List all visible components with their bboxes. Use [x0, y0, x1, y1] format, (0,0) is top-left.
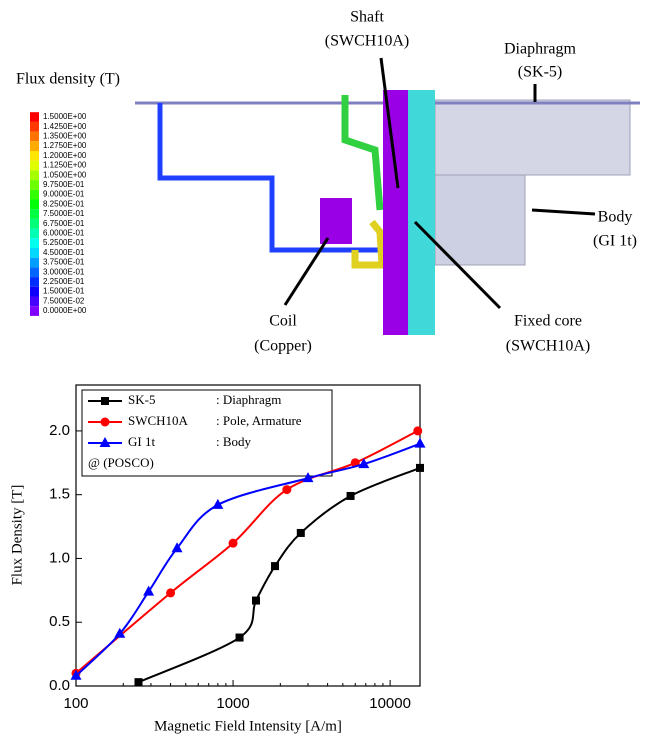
- colorbar-swatch: [30, 229, 39, 239]
- annotation: (SK-5): [518, 64, 562, 81]
- colorbar-label: 8.2500E-01: [43, 199, 85, 208]
- colorbar-swatch: [30, 180, 39, 190]
- colorbar-label: 9.7500E-01: [43, 180, 85, 189]
- annotation: (Copper): [254, 338, 312, 355]
- marker: [229, 539, 238, 548]
- marker: [101, 397, 109, 405]
- shaft: [383, 90, 408, 335]
- colorbar-label: 3.0000E-01: [43, 267, 85, 276]
- annotation: Diaphragm: [504, 41, 577, 58]
- colorbar-swatch: [30, 219, 39, 229]
- legend-note: @ (POSCO): [88, 455, 154, 470]
- marker: [101, 418, 110, 427]
- x-tick-label: 1000: [216, 695, 249, 712]
- marker: [252, 597, 260, 605]
- y-tick-label: 1.5: [49, 486, 70, 503]
- colorbar-label: 1.2750E+00: [43, 141, 87, 150]
- y-tick-label: 0.5: [49, 613, 70, 630]
- colorbar-swatch: [30, 151, 39, 161]
- colorbar-label: 1.5000E+00: [43, 112, 87, 121]
- colorbar-label: 1.5000E-01: [43, 287, 85, 296]
- legend-role: : Diaphragm: [216, 392, 281, 407]
- colorbar-swatch: [30, 306, 39, 316]
- marker: [134, 678, 142, 686]
- colorbar: 1.5000E+001.4250E+001.3500E+001.2750E+00…: [30, 112, 87, 316]
- armature-flux: [355, 222, 382, 265]
- colorbar-swatch: [30, 258, 39, 268]
- marker: [413, 426, 422, 435]
- colorbar-swatch: [30, 190, 39, 200]
- legend-label: SWCH10A: [128, 413, 189, 428]
- x-tick-label: 10000: [369, 695, 411, 712]
- figure: Shaft (SWCH10A) Diaphragm (SK-5) Body (G…: [0, 0, 645, 740]
- colorbar-title: Flux density (T): [16, 71, 120, 88]
- colorbar-swatch: [30, 170, 39, 180]
- colorbar-label: 4.5000E-01: [43, 248, 85, 257]
- marker: [282, 485, 291, 494]
- colorbar-label: 5.2500E-01: [43, 238, 85, 247]
- y-tick-label: 0.0: [49, 677, 70, 694]
- colorbar-label: 2.2500E-01: [43, 277, 85, 286]
- marker: [271, 562, 279, 570]
- legend-label: GI 1t: [128, 434, 155, 449]
- colorbar-label: 1.3500E+00: [43, 132, 87, 141]
- colorbar-label: 1.0500E+00: [43, 170, 87, 179]
- marker: [166, 588, 175, 597]
- colorbar-label: 9.0000E-01: [43, 190, 85, 199]
- legend-label: SK-5: [128, 392, 155, 407]
- annotation: (SWCH10A): [506, 338, 590, 355]
- colorbar-swatch: [30, 277, 39, 287]
- marker: [297, 529, 305, 537]
- colorbar-label: 3.7500E-01: [43, 258, 85, 267]
- body-region: [435, 175, 525, 265]
- annotation: Shaft: [350, 9, 384, 26]
- marker: [416, 464, 424, 472]
- marker: [415, 438, 426, 448]
- colorbar-swatch: [30, 122, 39, 132]
- series-line: [76, 444, 420, 676]
- colorbar-label: 1.1250E+00: [43, 161, 87, 170]
- colorbar-label: 6.0000E-01: [43, 229, 85, 238]
- diaphragm-region: [435, 100, 630, 175]
- colorbar-label: 0.0000E+00: [43, 306, 87, 315]
- colorbar-swatch: [30, 248, 39, 258]
- colorbar-swatch: [30, 238, 39, 248]
- colorbar-label: 1.2000E+00: [43, 151, 87, 160]
- marker: [347, 492, 355, 500]
- legend-role: : Body: [216, 434, 252, 449]
- series-line: [138, 468, 420, 682]
- legend-role: : Pole, Armature: [216, 413, 302, 428]
- y-tick-label: 2.0: [49, 422, 70, 439]
- annotation: Body: [598, 209, 633, 226]
- colorbar-swatch: [30, 112, 39, 122]
- annotation: Fixed core: [514, 313, 582, 330]
- colorbar-label: 7.5000E-02: [43, 296, 85, 305]
- colorbar-swatch: [30, 161, 39, 171]
- marker: [236, 634, 244, 642]
- annotation: (GI 1t): [593, 233, 637, 250]
- colorbar-swatch: [30, 200, 39, 210]
- fixed-core: [408, 90, 435, 335]
- colorbar-swatch: [30, 209, 39, 219]
- x-axis-title: Magnetic Field Intensity [A/m]: [154, 718, 342, 734]
- colorbar-swatch: [30, 132, 39, 142]
- colorbar-swatch: [30, 267, 39, 277]
- arrow: [532, 210, 595, 214]
- x-tick-label: 100: [63, 695, 88, 712]
- coil: [320, 198, 352, 244]
- annotation: (SWCH10A): [325, 33, 409, 50]
- pole-flux: [345, 95, 380, 210]
- annotation: Coil: [269, 313, 297, 330]
- simulation-diagram: Shaft (SWCH10A) Diaphragm (SK-5) Body (G…: [16, 9, 640, 355]
- colorbar-label: 1.4250E+00: [43, 122, 87, 131]
- colorbar-swatch: [30, 287, 39, 297]
- colorbar-swatch: [30, 141, 39, 151]
- colorbar-label: 7.5000E-01: [43, 209, 85, 218]
- colorbar-swatch: [30, 297, 39, 307]
- y-axis-title: Flux Density [T]: [9, 485, 25, 586]
- colorbar-label: 6.7500E-01: [43, 219, 85, 228]
- y-tick-label: 1.0: [49, 549, 70, 566]
